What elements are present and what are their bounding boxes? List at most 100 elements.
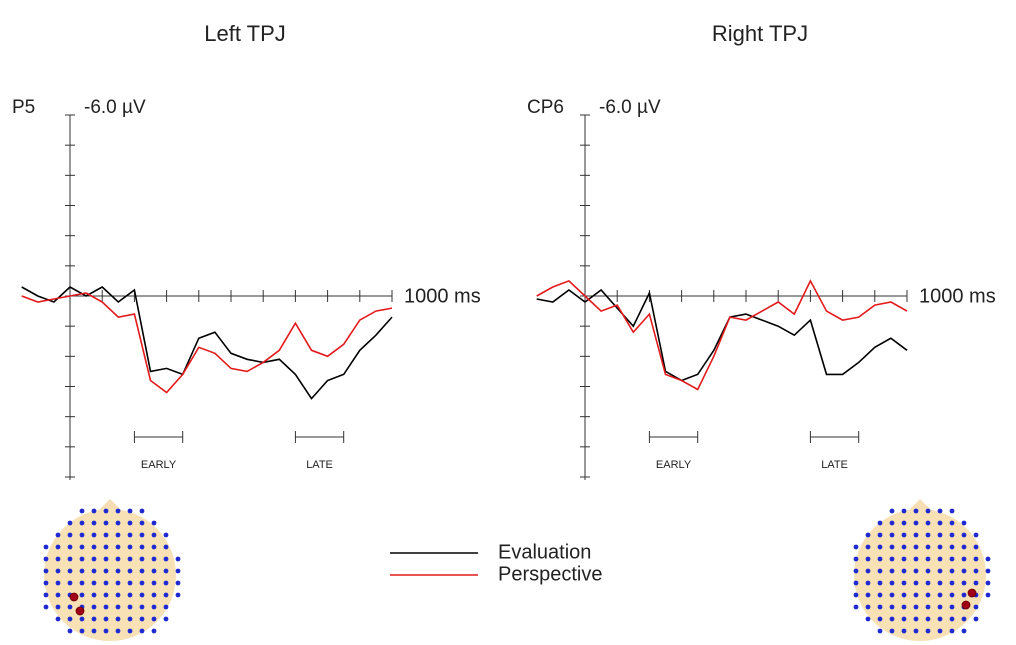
electrode	[103, 592, 109, 598]
electrode	[91, 580, 97, 586]
electrode	[55, 568, 61, 574]
electrode	[151, 580, 157, 586]
electrode	[43, 604, 49, 610]
electrode	[865, 556, 871, 562]
electrode	[67, 580, 73, 586]
channel-label: CP6	[527, 97, 564, 118]
electrode	[973, 616, 979, 622]
electrode	[151, 592, 157, 598]
electrode	[115, 628, 121, 634]
electrode	[139, 556, 145, 562]
electrode	[973, 580, 979, 586]
electrode	[877, 616, 883, 622]
electrode	[79, 616, 85, 622]
electrode	[151, 556, 157, 562]
electrode	[985, 556, 991, 562]
chart-title: Left TPJ	[204, 21, 286, 46]
electrode	[127, 580, 133, 586]
selected-electrode	[69, 592, 79, 602]
electrode	[103, 508, 109, 514]
electrode	[901, 520, 907, 526]
electrode	[901, 616, 907, 622]
electrode	[163, 544, 169, 550]
electrode	[889, 508, 895, 514]
electrode	[949, 580, 955, 586]
electrode	[913, 568, 919, 574]
electrode	[79, 592, 85, 598]
electrode	[151, 604, 157, 610]
electrode	[115, 592, 121, 598]
electrode	[115, 616, 121, 622]
y-tick-label: -6.0 µV	[84, 97, 146, 118]
electrode	[127, 568, 133, 574]
electrode	[937, 592, 943, 598]
electrode	[937, 532, 943, 538]
electrode	[91, 592, 97, 598]
electrode	[151, 520, 157, 526]
electrode	[925, 520, 931, 526]
time-window	[294, 431, 345, 443]
electrode	[151, 544, 157, 550]
electrode	[67, 544, 73, 550]
electrode	[889, 520, 895, 526]
window-label: LATE	[306, 459, 333, 471]
electrode	[139, 580, 145, 586]
channel-label: P5	[12, 97, 35, 118]
electrode	[175, 568, 181, 574]
electrode	[901, 628, 907, 634]
electrode	[139, 616, 145, 622]
electrode	[79, 628, 85, 634]
electrode	[103, 520, 109, 526]
electrode	[901, 568, 907, 574]
electrode	[163, 580, 169, 586]
electrode	[961, 568, 967, 574]
electrode	[67, 604, 73, 610]
electrode	[67, 520, 73, 526]
x-tick-label: 1000 ms	[404, 285, 481, 307]
electrode	[91, 616, 97, 622]
electrode	[877, 568, 883, 574]
electrode	[937, 520, 943, 526]
electrode	[913, 508, 919, 514]
y-tick-label: -6.0 µV	[599, 97, 661, 118]
electrode	[103, 616, 109, 622]
electrode	[139, 604, 145, 610]
electrode	[865, 568, 871, 574]
electrode	[889, 616, 895, 622]
x-tick-label: 1000 ms	[919, 285, 996, 307]
electrode	[79, 556, 85, 562]
electrode	[949, 592, 955, 598]
selected-electrode	[967, 588, 977, 598]
electrode	[949, 616, 955, 622]
electrode	[115, 508, 121, 514]
electrode	[949, 604, 955, 610]
electrode	[853, 568, 859, 574]
electrode	[139, 544, 145, 550]
electrode	[55, 556, 61, 562]
electrode	[853, 592, 859, 598]
electrode	[67, 628, 73, 634]
electrode	[961, 520, 967, 526]
electrode	[925, 592, 931, 598]
electrode	[91, 508, 97, 514]
electrode	[937, 556, 943, 562]
electrode	[139, 568, 145, 574]
window-label: EARLY	[141, 459, 177, 471]
electrode	[925, 508, 931, 514]
electrode	[925, 604, 931, 610]
electrode	[865, 604, 871, 610]
electrode	[139, 532, 145, 538]
electrode	[55, 604, 61, 610]
electrode	[853, 556, 859, 562]
electrode	[973, 556, 979, 562]
electrode	[949, 556, 955, 562]
electrode	[913, 544, 919, 550]
legend-label: Perspective	[498, 563, 603, 585]
electrode	[67, 532, 73, 538]
electrode	[937, 616, 943, 622]
legend-label: Evaluation	[498, 541, 591, 563]
electrode	[937, 508, 943, 514]
electrode	[103, 568, 109, 574]
electrode	[127, 532, 133, 538]
electrode	[127, 616, 133, 622]
